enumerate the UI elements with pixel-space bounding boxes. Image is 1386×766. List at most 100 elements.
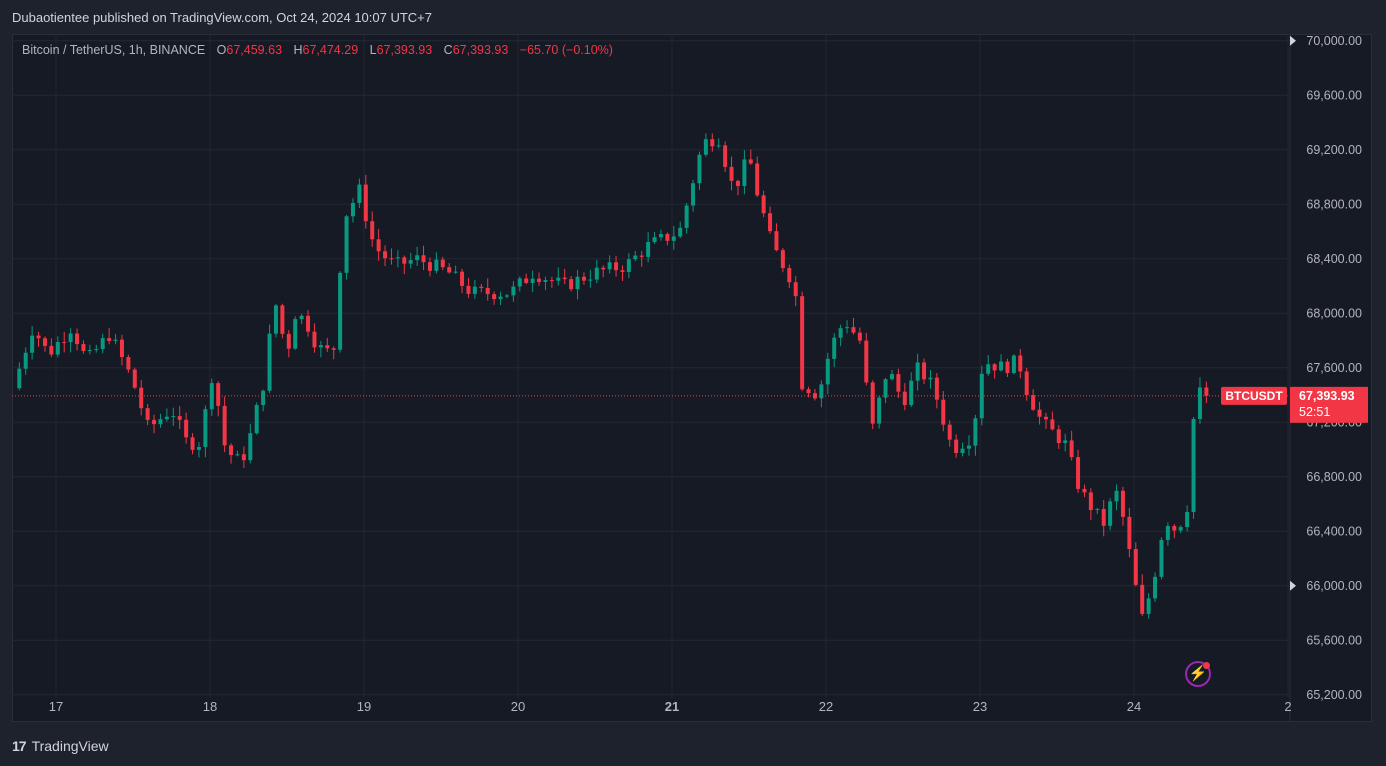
candle-body [902, 391, 907, 406]
candle-body [479, 286, 484, 288]
candle-body [549, 280, 554, 282]
close-value: 67,393.93 [452, 43, 509, 57]
y-tick-label: 69,200.00 [1306, 143, 1362, 157]
y-tick-label: 69,600.00 [1306, 88, 1362, 102]
candle-body [1140, 584, 1145, 614]
candle-body [569, 279, 574, 290]
candle-body [1050, 419, 1055, 430]
candle-body [870, 382, 875, 424]
countdown-value: 52:51 [1299, 405, 1330, 419]
y-tick-label: 66,400.00 [1306, 524, 1362, 538]
candle-body [793, 282, 798, 297]
candle-body [293, 319, 298, 349]
candle-body [1076, 457, 1081, 489]
y-tick-label: 67,600.00 [1306, 361, 1362, 375]
candle-body [883, 379, 888, 398]
candle-body [889, 374, 894, 380]
candle-body [845, 327, 850, 329]
candle-body [408, 260, 413, 264]
candle-body [537, 278, 542, 282]
candle-body [774, 231, 779, 251]
candle-body [261, 390, 266, 406]
candle-body [498, 296, 503, 300]
candle-body [1146, 598, 1151, 614]
candle-body [94, 349, 99, 351]
candle-body [986, 364, 991, 374]
candle-body [492, 294, 497, 300]
candle-body [453, 271, 458, 273]
candle-body [1031, 395, 1036, 410]
candle-body [851, 327, 856, 333]
candle-body [909, 380, 914, 406]
candle-body [575, 276, 580, 290]
open-value: 67,459.63 [226, 43, 283, 57]
x-tick-label: 17 [49, 699, 63, 714]
candle-body [363, 184, 368, 222]
candle-body [30, 335, 35, 353]
candle-body [235, 454, 240, 456]
y-tick-label: 68,000.00 [1306, 306, 1362, 320]
candle-body [350, 202, 355, 217]
y-tick-label: 65,600.00 [1306, 633, 1362, 647]
candle-body [370, 221, 375, 240]
x-tick-label: 19 [357, 699, 371, 714]
candle-body [562, 277, 567, 280]
candle-body [588, 279, 593, 281]
candle-body [1024, 371, 1029, 396]
candle-body [190, 437, 195, 450]
candle-body [434, 259, 439, 271]
chart-pane[interactable] [12, 34, 1372, 722]
candle-body [1056, 429, 1061, 444]
candle-body [806, 389, 811, 394]
candle-body [241, 454, 246, 461]
candle-body [209, 383, 214, 410]
candle-body [511, 286, 516, 296]
candle-body [36, 335, 41, 339]
candle-body [447, 267, 452, 273]
candle-body [1005, 361, 1010, 374]
publisher-caption: Dubaotientee published on TradingView.co… [12, 10, 433, 25]
candle-body [203, 409, 208, 447]
candle-body [427, 262, 432, 271]
x-tick-label: 21 [665, 699, 679, 714]
candle-body [145, 408, 150, 420]
candle-body [1127, 516, 1132, 550]
candle-body [594, 267, 599, 280]
candle-body [338, 272, 343, 350]
candle-body [671, 236, 676, 241]
low-label: L [369, 43, 377, 57]
candle-body [466, 285, 471, 294]
candle-body [126, 357, 131, 370]
candle-body [543, 280, 548, 282]
candle-body [1133, 549, 1138, 585]
candle-body [697, 154, 702, 184]
candle-body [299, 315, 304, 320]
high-label: H [293, 43, 303, 57]
candle-body [877, 397, 882, 424]
candle-body [1082, 488, 1087, 493]
candle-body [652, 237, 657, 243]
candle-body [1069, 440, 1074, 458]
symbol-tag-text: BTCUSDT [1225, 389, 1283, 403]
candle-body [75, 333, 80, 345]
candle-body [485, 287, 490, 295]
ohlc-legend: Bitcoin / TetherUS, 1h, BINANCE O67,459.… [22, 43, 613, 57]
low-value: 67,393.93 [376, 43, 433, 57]
candle-body [312, 331, 317, 348]
candle-body [684, 205, 689, 228]
candle-body [780, 250, 785, 269]
candle-body [107, 338, 112, 341]
candle-body [68, 333, 73, 343]
candle-body [1037, 409, 1042, 417]
candle-body [1172, 526, 1177, 531]
footer-brand[interactable]: 17 TradingView [12, 736, 109, 756]
notification-dot [1203, 662, 1210, 669]
candle-body [1191, 418, 1196, 513]
candle-body [1095, 509, 1100, 511]
candle-body [691, 183, 696, 206]
candle-body [306, 315, 311, 332]
candle-body [934, 377, 939, 400]
flash-icon[interactable]: ⚡ [1185, 661, 1211, 687]
symbol-tag [1221, 386, 1287, 405]
